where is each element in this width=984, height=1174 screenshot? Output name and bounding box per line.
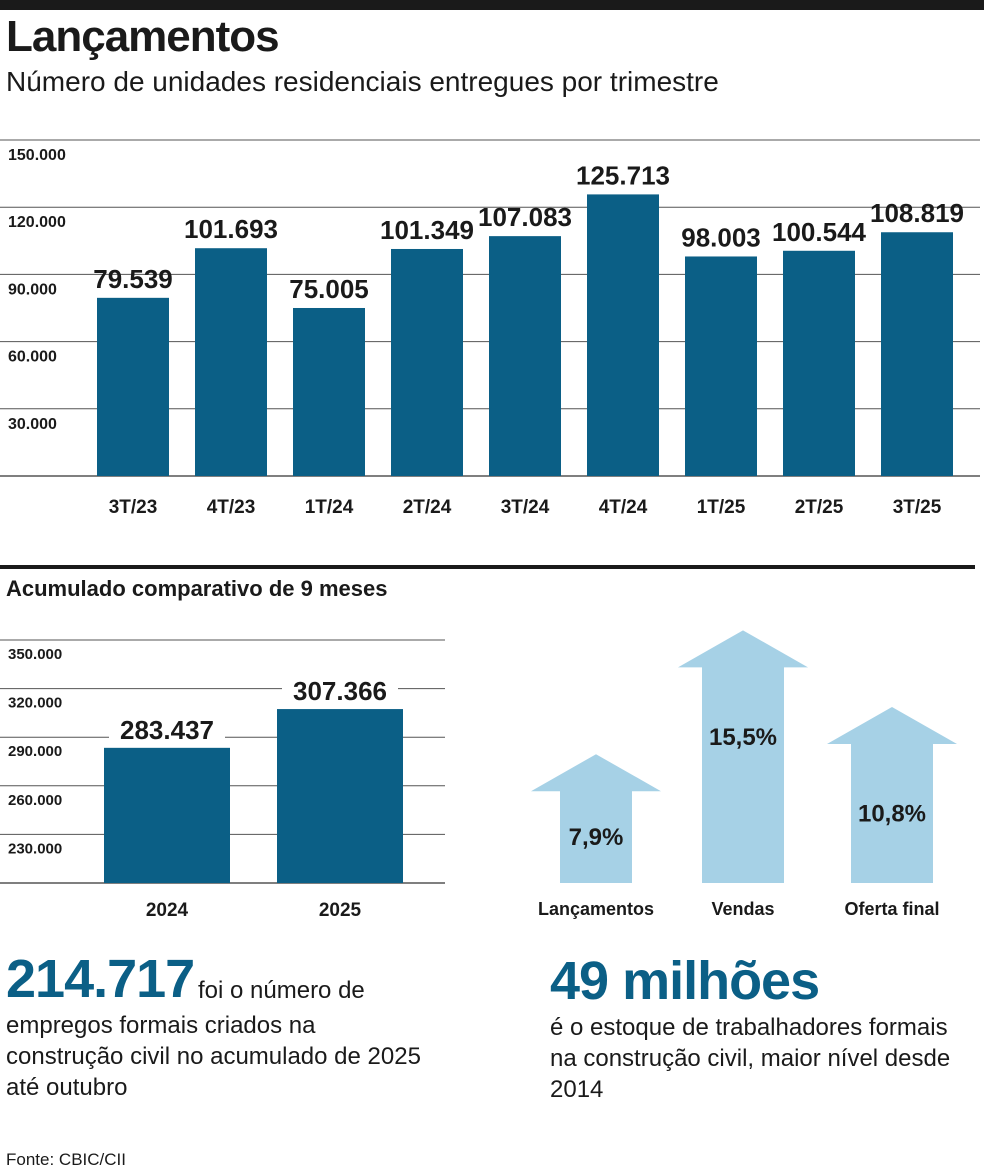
y-tick-label: 60.000 xyxy=(8,349,57,366)
bar xyxy=(587,194,659,476)
x-tick-label: 2T/24 xyxy=(403,497,452,518)
bar-value-label: 125.713 xyxy=(576,160,670,190)
arrow-value-label: 15,5% xyxy=(709,724,777,751)
fact1-text-inline: foi o número de xyxy=(198,977,365,1004)
fact1-text: empregos formais criados na construção c… xyxy=(6,1012,421,1101)
y-tick-label: 320.000 xyxy=(8,695,62,712)
bar-value-label: 101.349 xyxy=(380,215,474,245)
bar-value-label: 75.005 xyxy=(289,274,369,304)
label-bg xyxy=(282,673,398,704)
bar-value-label: 79.539 xyxy=(93,264,173,294)
x-tick-label: 3T/25 xyxy=(893,497,942,518)
bar xyxy=(293,307,365,476)
arrow-value-label: 10,8% xyxy=(858,800,926,827)
bar xyxy=(104,747,230,883)
bar-value-label: 108.819 xyxy=(870,198,964,228)
bar xyxy=(783,250,855,476)
section-title: Acumulado comparativo de 9 meses xyxy=(6,576,388,601)
x-tick-label: 3T/24 xyxy=(501,497,550,518)
bar-value-label: 98.003 xyxy=(681,222,761,252)
divider xyxy=(0,565,975,569)
arrow-category-label: Oferta final xyxy=(844,899,939,919)
top-bar xyxy=(0,0,984,10)
fact2-number: 49 milhões xyxy=(550,951,820,1011)
label-bg xyxy=(109,711,225,742)
bar xyxy=(685,256,757,476)
bar-value-label: 283.437 xyxy=(120,715,214,745)
y-tick-label: 30.000 xyxy=(8,416,57,433)
arrow-value-label: 7,9% xyxy=(569,824,624,851)
arrow-category-label: Vendas xyxy=(711,899,774,919)
y-tick-label: 90.000 xyxy=(8,281,57,298)
arrow-category-label: Lançamentos xyxy=(538,899,654,919)
arrow-bar xyxy=(827,706,957,883)
x-tick-label: 1T/25 xyxy=(697,497,746,518)
bar-value-label: 101.693 xyxy=(184,214,278,244)
x-tick-label: 2T/25 xyxy=(795,497,844,518)
x-tick-label: 4T/24 xyxy=(599,497,648,518)
x-tick-label: 3T/23 xyxy=(109,497,158,518)
x-tick-label: 1T/24 xyxy=(305,497,354,518)
bar xyxy=(195,248,267,476)
bar xyxy=(391,248,463,476)
page-title: Lançamentos xyxy=(6,12,280,61)
fact1-number: 214.717 xyxy=(6,949,195,1009)
y-tick-label: 150.000 xyxy=(8,147,66,164)
bar-value-label: 107.083 xyxy=(478,202,572,232)
source: Fonte: CBIC/CII xyxy=(6,1150,126,1169)
arrow-bar xyxy=(531,754,661,883)
y-tick-label: 230.000 xyxy=(8,840,62,857)
bar xyxy=(97,297,169,476)
fact2-text: é o estoque de trabalhadores formais na … xyxy=(550,1014,951,1103)
x-tick-label: 2025 xyxy=(319,900,362,921)
y-tick-label: 290.000 xyxy=(8,743,62,760)
y-tick-label: 260.000 xyxy=(8,792,62,809)
bar xyxy=(881,232,953,476)
bar xyxy=(489,236,561,476)
x-tick-label: 4T/23 xyxy=(207,497,256,518)
bar xyxy=(277,709,403,883)
y-tick-label: 120.000 xyxy=(8,214,66,231)
x-tick-label: 2024 xyxy=(146,900,189,921)
bar-value-label: 307.366 xyxy=(293,676,387,706)
page-subtitle: Número de unidades residenciais entregue… xyxy=(6,66,719,97)
arrow-bar xyxy=(678,630,808,883)
bar-value-label: 100.544 xyxy=(772,217,867,247)
y-tick-label: 350.000 xyxy=(8,646,62,663)
